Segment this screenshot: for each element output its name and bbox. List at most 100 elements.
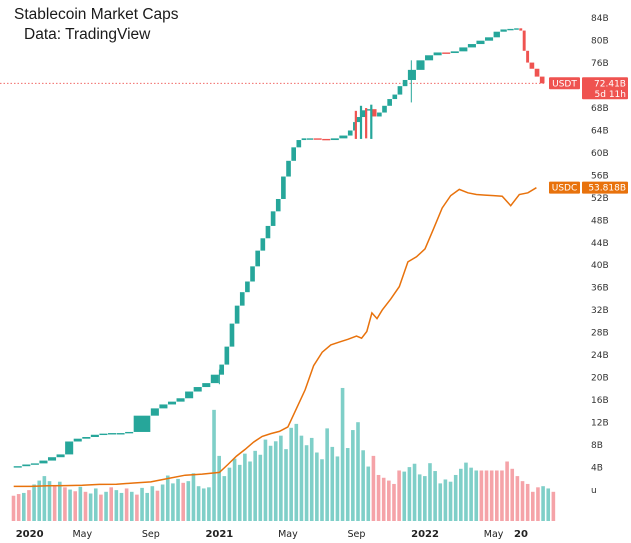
usdt-candle [534, 68, 540, 77]
y-tick-label: 60B [591, 149, 609, 159]
volume-bar [315, 452, 319, 521]
usdt-candle [370, 104, 373, 139]
volume-bar [520, 481, 525, 521]
usdt-candle [361, 110, 367, 118]
volume-bar [453, 474, 458, 521]
volume-bar [217, 455, 221, 521]
y-tick-label: 68B [591, 104, 609, 114]
volume-bar [11, 495, 16, 521]
volume-bar [114, 490, 119, 521]
y-axis: 84B80B76B72B68B64B60B56B52B48B44B40B36B3… [591, 14, 609, 496]
volume-bar [68, 489, 72, 521]
series-name-tag [549, 181, 580, 194]
volume-bar [186, 481, 191, 521]
usdt-candle [82, 437, 91, 439]
volume-bar [371, 455, 376, 521]
y-tick-label: 8B [591, 441, 603, 451]
volume-bar [443, 479, 448, 521]
volume-bar [201, 488, 206, 521]
y-tick-label: 48B [591, 216, 609, 226]
y-tick-label: 4B [591, 463, 603, 473]
usdt-candle [353, 122, 356, 131]
y-tick-label: 76B [591, 59, 609, 69]
volume-bar [484, 470, 489, 521]
usdt-candle [476, 40, 485, 45]
volume-bar [207, 487, 211, 521]
volume-bar [304, 445, 309, 521]
usdt-candle [354, 110, 357, 139]
y-tick-label: 44B [591, 239, 609, 249]
usdt-candle [359, 105, 363, 139]
volume-bar [438, 483, 443, 521]
usdt-candle [99, 433, 108, 436]
volume-bar [99, 494, 103, 521]
usdt-candle [387, 99, 392, 106]
volume-bar [495, 470, 499, 521]
usdt-candle [47, 457, 57, 461]
volume-bar [32, 484, 36, 521]
usdt-candle [13, 466, 22, 468]
volume-bar [237, 464, 242, 521]
volume-bar [37, 480, 42, 521]
usdt-candle [65, 441, 74, 455]
usdt-candle [467, 44, 476, 48]
usdt-candle [107, 433, 117, 435]
volume-bar [227, 467, 232, 521]
usdt-candle [176, 398, 185, 402]
volume-bar [448, 481, 453, 521]
volume-bar [330, 446, 335, 521]
usdt-candle [416, 60, 425, 70]
volume-bar [145, 492, 149, 521]
usdt-candle [365, 108, 368, 139]
volume-bar [536, 487, 540, 521]
volume-bar [129, 491, 134, 521]
volume-bar [212, 409, 216, 521]
volume-bar [73, 491, 78, 521]
usdt-candle [392, 94, 398, 100]
usdc-series [13, 187, 537, 488]
volume-bar [541, 486, 545, 521]
usdt-candle [425, 55, 434, 61]
chart-subtitle: Data: TradingView [24, 26, 151, 43]
volume-bar [325, 428, 329, 521]
usdt-candle [210, 374, 219, 384]
volume-bar [27, 490, 31, 521]
volume-bar [52, 486, 57, 521]
usdt-candle [433, 52, 442, 56]
usdt-candle [539, 76, 545, 84]
volume-bar [299, 435, 304, 521]
volume-bar [88, 493, 93, 521]
volume-bar [181, 482, 185, 521]
volume-bar [489, 470, 494, 521]
usdt-candle [442, 52, 451, 54]
series-name-tag [549, 77, 580, 90]
volume-bar [78, 486, 83, 521]
usdt-candle [245, 281, 250, 293]
y-tick-label: 28B [591, 329, 609, 339]
usdt-candle [402, 79, 408, 87]
volume-bar [294, 423, 299, 521]
usdt-candle [275, 198, 281, 212]
volume-bar [109, 487, 114, 521]
usdt-candle [296, 140, 302, 148]
series-countdown-label: 5d 11h [595, 90, 626, 100]
volume-bar [525, 483, 530, 521]
volume-bar [42, 476, 47, 521]
volume-bar [335, 456, 340, 521]
usdt-candle [286, 160, 291, 177]
usdt-candle [330, 138, 339, 141]
x-tick-label: 2021 [205, 529, 233, 540]
volume-bar [505, 461, 509, 521]
usdt-candle [239, 292, 245, 306]
volume-bar [83, 491, 88, 521]
volume-bar [222, 476, 227, 521]
usdt-candle [397, 86, 403, 95]
volume-bar [21, 492, 26, 521]
volume-bar [243, 453, 247, 521]
volume-bar [47, 481, 52, 521]
series-value-label: 53.818B [588, 184, 626, 194]
usdt-candle [313, 138, 322, 140]
usdt-candle [291, 147, 296, 161]
volume-bar [171, 483, 175, 521]
